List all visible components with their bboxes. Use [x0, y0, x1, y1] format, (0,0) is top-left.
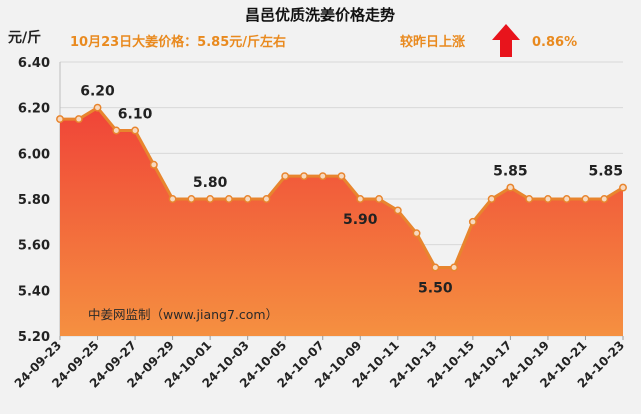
data-point — [450, 263, 459, 272]
data-point — [356, 195, 365, 203]
data-point — [243, 195, 252, 203]
data-point — [112, 126, 121, 135]
price-note: 10月23日大姜价格：5.85元/斤左右 — [70, 34, 286, 50]
y-tick-label: 6.40 — [18, 56, 50, 71]
chart-title: 昌邑优质洗姜价格走势 — [245, 6, 395, 24]
data-point — [525, 195, 534, 203]
data-point — [187, 195, 196, 203]
data-label: 5.85 — [493, 164, 528, 180]
data-point — [74, 115, 83, 124]
data-point — [468, 217, 477, 226]
y-tick-label: 5.20 — [18, 330, 50, 345]
y-tick-label: 5.60 — [18, 239, 50, 254]
data-label: 5.90 — [343, 212, 378, 228]
data-point — [93, 103, 102, 112]
x-axis-ticks: 24-09-2324-09-2524-09-2724-09-2924-10-01… — [12, 336, 627, 391]
data-point — [131, 126, 140, 135]
data-point — [206, 195, 215, 203]
data-labels: 6.206.10 5.80 5.90 5.50 5.85 5.85 — [80, 84, 623, 297]
y-axis-ticks: 6.40 6.20 6.00 5.80 5.60 5.40 5.20 — [18, 56, 50, 345]
data-point — [56, 115, 64, 124]
data-point — [281, 172, 290, 181]
data-label: 6.10 — [118, 107, 153, 123]
data-point — [375, 195, 383, 203]
y-tick-label: 5.40 — [18, 284, 50, 299]
up-arrow-icon — [492, 24, 520, 57]
data-point — [300, 172, 308, 181]
data-point — [412, 229, 421, 238]
data-label: 5.85 — [588, 164, 623, 180]
change-value: 0.86% — [532, 35, 577, 50]
data-label: 5.80 — [193, 175, 228, 191]
area-fill — [60, 107, 623, 337]
data-point — [431, 263, 440, 272]
area-series — [60, 106, 624, 337]
data-point — [506, 183, 515, 192]
y-tick-label: 5.80 — [18, 193, 50, 208]
data-point — [581, 195, 590, 203]
data-point — [262, 195, 271, 203]
data-point — [168, 195, 177, 203]
data-label: 6.20 — [80, 84, 115, 100]
change-label: 较昨日上涨 — [400, 34, 465, 50]
data-point — [487, 195, 496, 203]
data-point — [393, 206, 402, 215]
point-markers — [56, 103, 627, 272]
y-axis-unit-label: 元/斤 — [8, 29, 41, 46]
data-point — [543, 195, 552, 203]
data-point — [337, 172, 346, 181]
data-point — [318, 172, 327, 181]
y-tick-label: 6.00 — [18, 147, 50, 162]
data-point — [619, 183, 627, 192]
data-label: 5.50 — [418, 281, 453, 297]
data-point — [562, 195, 571, 203]
y-tick-label: 6.20 — [18, 102, 50, 117]
watermark: 中姜网监制（www.jiang7.com） — [88, 307, 278, 322]
data-point — [224, 195, 233, 203]
data-point — [600, 195, 609, 203]
data-point — [149, 160, 158, 169]
